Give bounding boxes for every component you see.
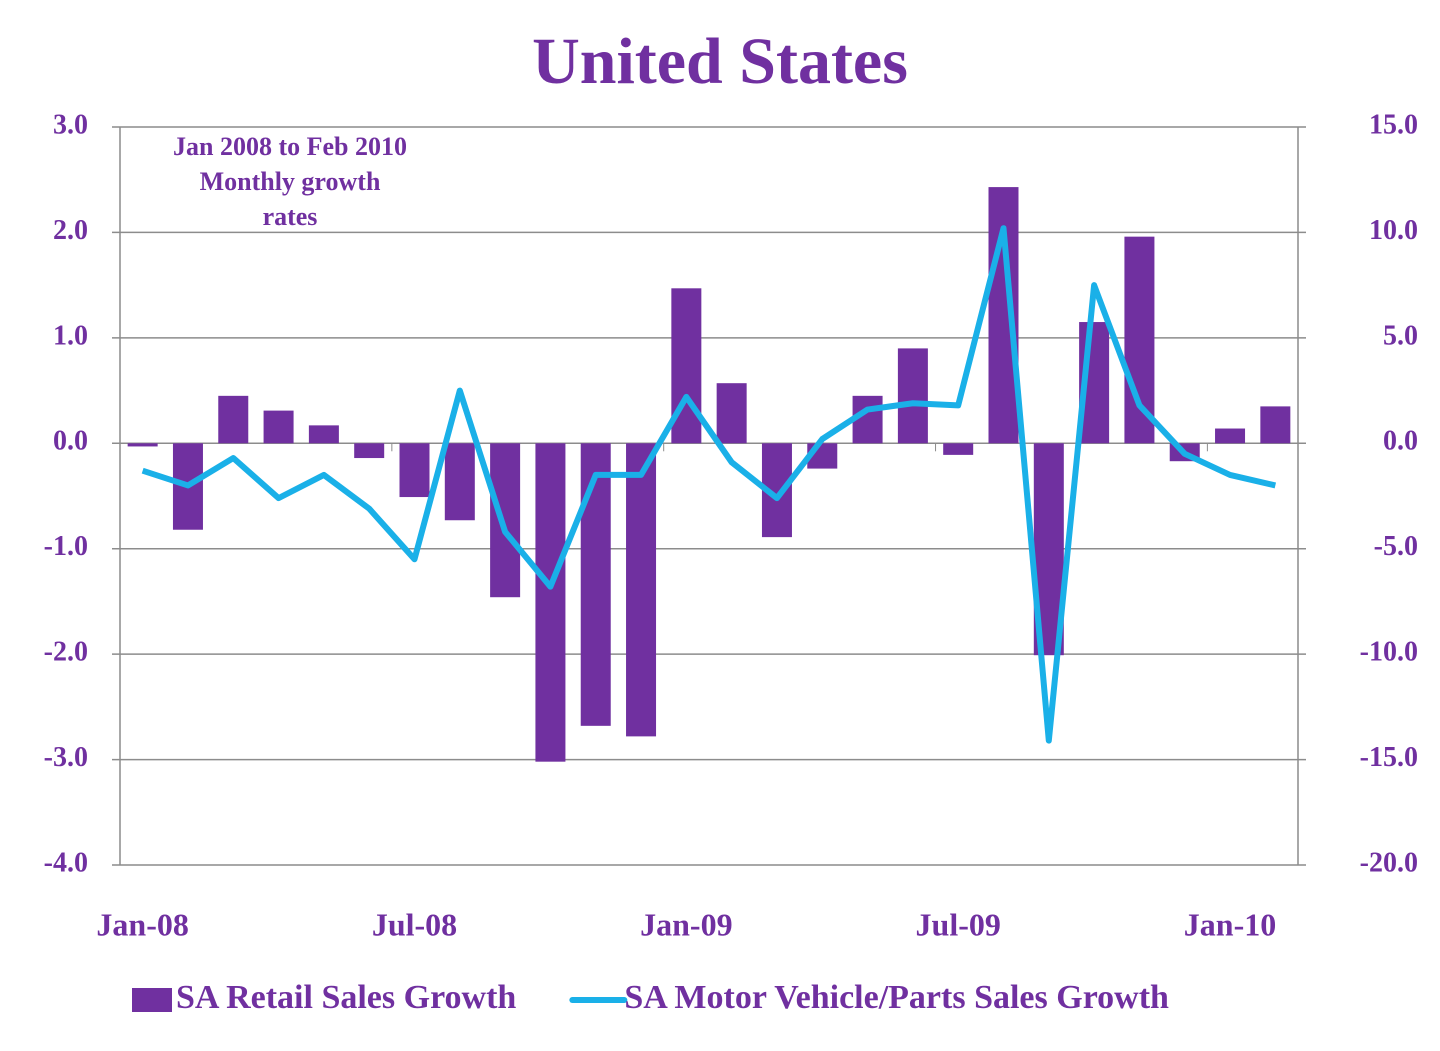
y2-tick-label: 5.0 [1383, 320, 1418, 351]
bar [308, 425, 339, 444]
bar [490, 443, 521, 598]
bar [218, 395, 249, 444]
chart-title: United States [532, 25, 908, 98]
bar [897, 348, 928, 444]
bar [127, 443, 158, 447]
y2-tick-label: 10.0 [1369, 215, 1418, 246]
annotation: Jan 2008 to Feb 2010 [173, 132, 407, 161]
annotation: Monthly growth [200, 167, 381, 196]
y2-tick-label: -15.0 [1360, 742, 1418, 773]
bar [716, 383, 747, 444]
bar [354, 443, 385, 459]
bar [1260, 406, 1291, 444]
bar [1215, 428, 1246, 444]
x-tick-label: Jan-10 [1184, 906, 1276, 942]
y-tick-label: -1.0 [44, 531, 88, 562]
y2-tick-label: -20.0 [1360, 847, 1418, 878]
x-tick-label: Jan-08 [96, 906, 188, 942]
annotation: rates [263, 202, 318, 231]
legend-swatch [132, 988, 172, 1012]
y-tick-label: -3.0 [44, 742, 88, 773]
y-tick-label: -2.0 [44, 637, 88, 668]
legend-label: SA Motor Vehicle/Parts Sales Growth [624, 979, 1169, 1016]
y-tick-label: 2.0 [53, 215, 88, 246]
y2-tick-label: -10.0 [1360, 637, 1418, 668]
bar [535, 443, 566, 762]
bar [943, 443, 974, 455]
bar [399, 443, 430, 498]
y-tick-label: 3.0 [53, 109, 88, 140]
y2-tick-label: 15.0 [1369, 109, 1418, 140]
x-tick-label: Jul-09 [916, 906, 1001, 942]
y2-tick-label: 0.0 [1383, 426, 1418, 457]
bar [626, 443, 657, 737]
x-tick-label: Jul-08 [372, 906, 457, 942]
x-tick-label: Jan-09 [640, 906, 732, 942]
y-tick-label: 1.0 [53, 320, 88, 351]
legend-label: SA Retail Sales Growth [176, 979, 516, 1016]
bar [263, 410, 294, 444]
bar [444, 443, 475, 521]
y-tick-label: -4.0 [44, 847, 88, 878]
y2-tick-label: -5.0 [1374, 531, 1418, 562]
line [141, 225, 1277, 744]
y-tick-label: 0.0 [53, 426, 88, 457]
bar [580, 443, 611, 726]
